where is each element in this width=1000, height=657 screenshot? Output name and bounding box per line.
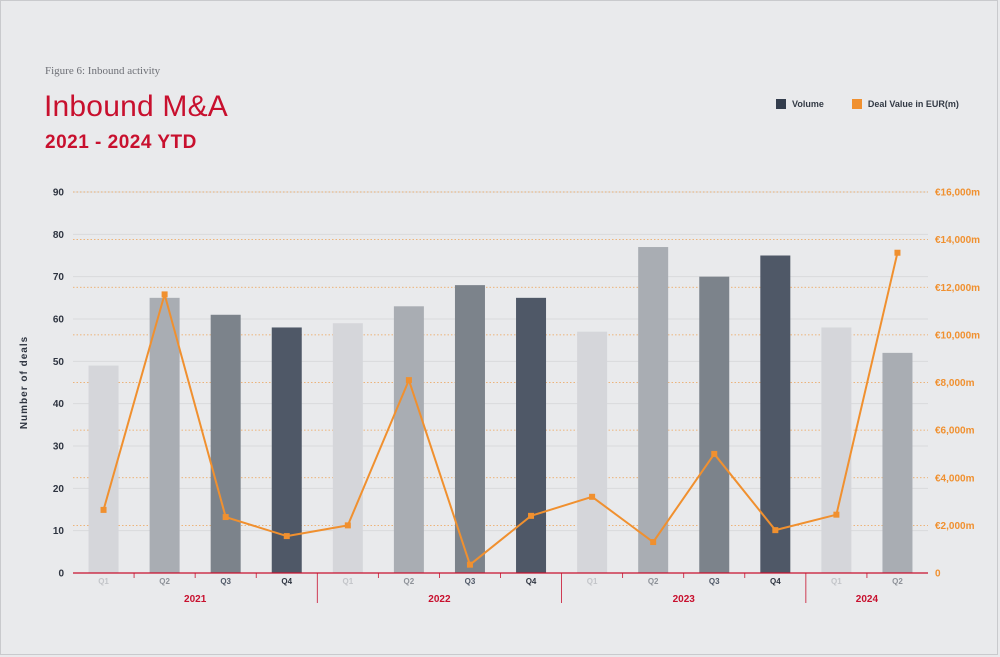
bar-volume xyxy=(699,276,730,573)
point-deal-value xyxy=(100,506,107,513)
bar-volume xyxy=(393,306,424,573)
bar-volume xyxy=(88,365,119,573)
bar-volume xyxy=(760,255,791,573)
bar-volume xyxy=(821,327,852,573)
y2-tick-label: €16,000m xyxy=(935,188,980,199)
legend-item-deal-value: Deal Value in EUR(m) xyxy=(851,99,959,109)
point-deal-value xyxy=(405,377,412,384)
year-label: 2024 xyxy=(856,594,879,605)
year-label: 2021 xyxy=(184,594,207,605)
y-tick-label: 90 xyxy=(53,188,65,199)
y-tick-label: 40 xyxy=(53,399,65,410)
bar-volume xyxy=(210,314,241,573)
y-axis-title: Number of deals xyxy=(19,336,30,429)
bar-volume xyxy=(577,331,608,573)
point-deal-value xyxy=(344,522,351,529)
point-deal-value xyxy=(528,512,535,519)
x-tick-label: Q1 xyxy=(342,577,353,586)
y2-tick-label: €4,000m xyxy=(935,473,975,484)
point-deal-value xyxy=(894,249,901,256)
point-deal-value xyxy=(650,539,657,546)
point-deal-value xyxy=(833,511,840,518)
y2-tick-label: €12,000m xyxy=(935,283,980,294)
y-tick-label: 20 xyxy=(53,484,65,495)
y-tick-label: 80 xyxy=(53,230,65,241)
x-tick-label: Q4 xyxy=(770,577,781,586)
legend-swatch-volume xyxy=(776,99,786,109)
y2-tick-label: €6,000m xyxy=(935,426,975,437)
year-label: 2022 xyxy=(428,594,451,605)
point-deal-value xyxy=(222,514,229,521)
y-tick-label: 70 xyxy=(53,272,65,283)
line-deal-value xyxy=(102,252,899,566)
y2-tick-label: 0 xyxy=(935,569,941,580)
bar-volume xyxy=(149,297,180,573)
y-tick-label: 60 xyxy=(53,315,65,326)
x-tick-label: Q4 xyxy=(526,577,537,586)
chart-legend: Volume Deal Value in EUR(m) xyxy=(776,99,987,109)
chart-title: Inbound M&A xyxy=(44,90,228,123)
x-tick-label: Q2 xyxy=(648,577,659,586)
x-tick-label: Q1 xyxy=(831,577,842,586)
y2-tick-label: €10,000m xyxy=(935,330,980,341)
point-deal-value xyxy=(161,291,168,298)
point-deal-value xyxy=(711,450,718,457)
bar-volume xyxy=(454,285,485,573)
y2-tick-label: €14,000m xyxy=(935,235,980,246)
x-tick-label: Q2 xyxy=(159,577,170,586)
chart-subtitle: 2021 - 2024 YTD xyxy=(45,132,197,153)
y2-tick-label: €2,000m xyxy=(935,521,975,532)
bar-volume xyxy=(332,323,363,573)
y-tick-label: 50 xyxy=(53,357,65,368)
legend-swatch-deal-value xyxy=(851,99,862,109)
y-tick-label: 30 xyxy=(53,442,65,453)
x-tick-label: Q2 xyxy=(892,577,903,586)
y-tick-label: 0 xyxy=(58,569,64,580)
x-tick-label: Q2 xyxy=(404,577,415,586)
legend-label-volume: Volume xyxy=(792,99,824,109)
x-tick-label: Q3 xyxy=(465,577,476,586)
year-label: 2023 xyxy=(673,594,696,605)
bar-volume xyxy=(516,297,547,573)
x-tick-label: Q4 xyxy=(281,577,292,586)
legend-item-volume: Volume xyxy=(776,99,824,109)
x-tick-label: Q1 xyxy=(98,577,109,586)
point-deal-value xyxy=(589,493,596,500)
x-tick-label: Q3 xyxy=(220,577,231,586)
x-tick-label: Q3 xyxy=(709,577,720,586)
point-deal-value xyxy=(466,561,473,568)
point-deal-value xyxy=(772,527,779,534)
bar-volume xyxy=(638,247,669,574)
point-deal-value xyxy=(283,533,290,540)
legend-label-deal-value: Deal Value in EUR(m) xyxy=(867,99,959,109)
y2-tick-label: €8,000m xyxy=(935,378,975,389)
y-tick-label: 10 xyxy=(53,526,65,537)
figure-label: Figure 6: Inbound activity xyxy=(45,65,161,77)
bar-volume xyxy=(882,352,913,573)
x-tick-label: Q1 xyxy=(587,577,598,586)
